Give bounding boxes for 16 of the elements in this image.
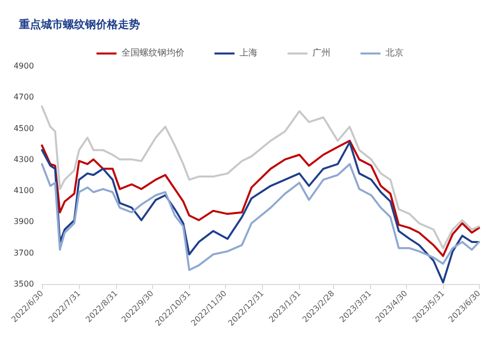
y-tick-label: 3500	[14, 280, 34, 288]
legend-label: 上海	[240, 48, 258, 58]
chart-title: 重点城市螺纹钢价格走势	[18, 18, 140, 31]
legend-label: 广州	[312, 48, 330, 58]
y-tick-label: 4700	[14, 92, 34, 102]
legend-label: 北京	[386, 48, 404, 58]
y-tick-label: 3700	[14, 248, 34, 258]
line-series	[40, 140, 480, 257]
y-tick-label: 4100	[14, 186, 34, 196]
y-tick-label: 4300	[14, 154, 34, 164]
line-series	[40, 163, 480, 271]
y-tick-label: 3900	[14, 217, 34, 226]
y-tick-label: 4900	[14, 62, 34, 70]
line-series	[40, 105, 480, 250]
legend-label: 全国螺纹钢均价	[122, 48, 184, 58]
y-tick-label: 4500	[14, 124, 34, 133]
